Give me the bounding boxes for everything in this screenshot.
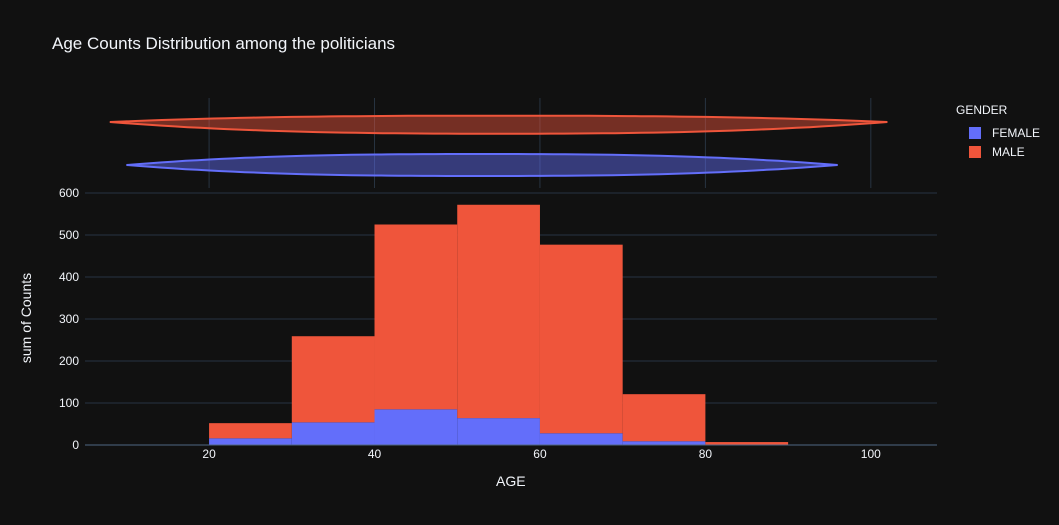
bar-male	[291, 336, 375, 423]
axes: 0 100 200 300 400 500 600 20 40 60 80 100	[59, 186, 937, 461]
violin-female	[126, 153, 838, 177]
bar-female	[539, 433, 623, 445]
legend-swatch-female	[969, 126, 981, 139]
x-tick-label: 40	[368, 447, 382, 461]
y-axis-title: sum of Counts	[18, 273, 34, 363]
bar-female	[291, 422, 375, 445]
x-tick-label: 20	[202, 447, 216, 461]
legend-label-male: MALE	[992, 144, 1025, 159]
legend-label-female: FEMALE	[992, 125, 1041, 140]
bar-male	[457, 204, 540, 419]
bar-male	[705, 442, 789, 445]
x-tick-label: 60	[533, 447, 547, 461]
bar-female	[457, 418, 540, 445]
legend-swatch-male	[969, 145, 981, 158]
legend-item-male[interactable]: MALE	[956, 142, 1040, 161]
bar-female	[374, 409, 458, 445]
bar-male	[374, 224, 458, 410]
bar-male	[209, 423, 292, 439]
y-tick-label: 200	[59, 354, 79, 368]
legend: GENDER FEMALE MALE	[956, 103, 1040, 161]
marginal-violin-plot	[109, 98, 888, 188]
legend-title: GENDER	[956, 103, 1008, 117]
x-axis-title: AGE	[496, 473, 526, 489]
legend-item-female[interactable]: FEMALE	[956, 123, 1040, 142]
y-tick-label: 300	[59, 312, 79, 326]
bar-male	[539, 244, 623, 434]
y-tick-label: 400	[59, 270, 79, 284]
y-tick-label: 600	[59, 186, 79, 200]
bar-female	[622, 441, 706, 445]
y-tick-label: 500	[59, 228, 79, 242]
y-tick-label: 0	[72, 438, 79, 452]
x-tick-label: 80	[699, 447, 713, 461]
chart-title: Age Counts Distribution among the politi…	[52, 34, 396, 53]
y-tick-label: 100	[59, 396, 79, 410]
bar-female	[209, 438, 292, 445]
x-tick-label: 100	[861, 447, 881, 461]
bar-male	[622, 394, 706, 442]
histogram-bars	[209, 204, 789, 445]
violin-male	[109, 114, 888, 135]
